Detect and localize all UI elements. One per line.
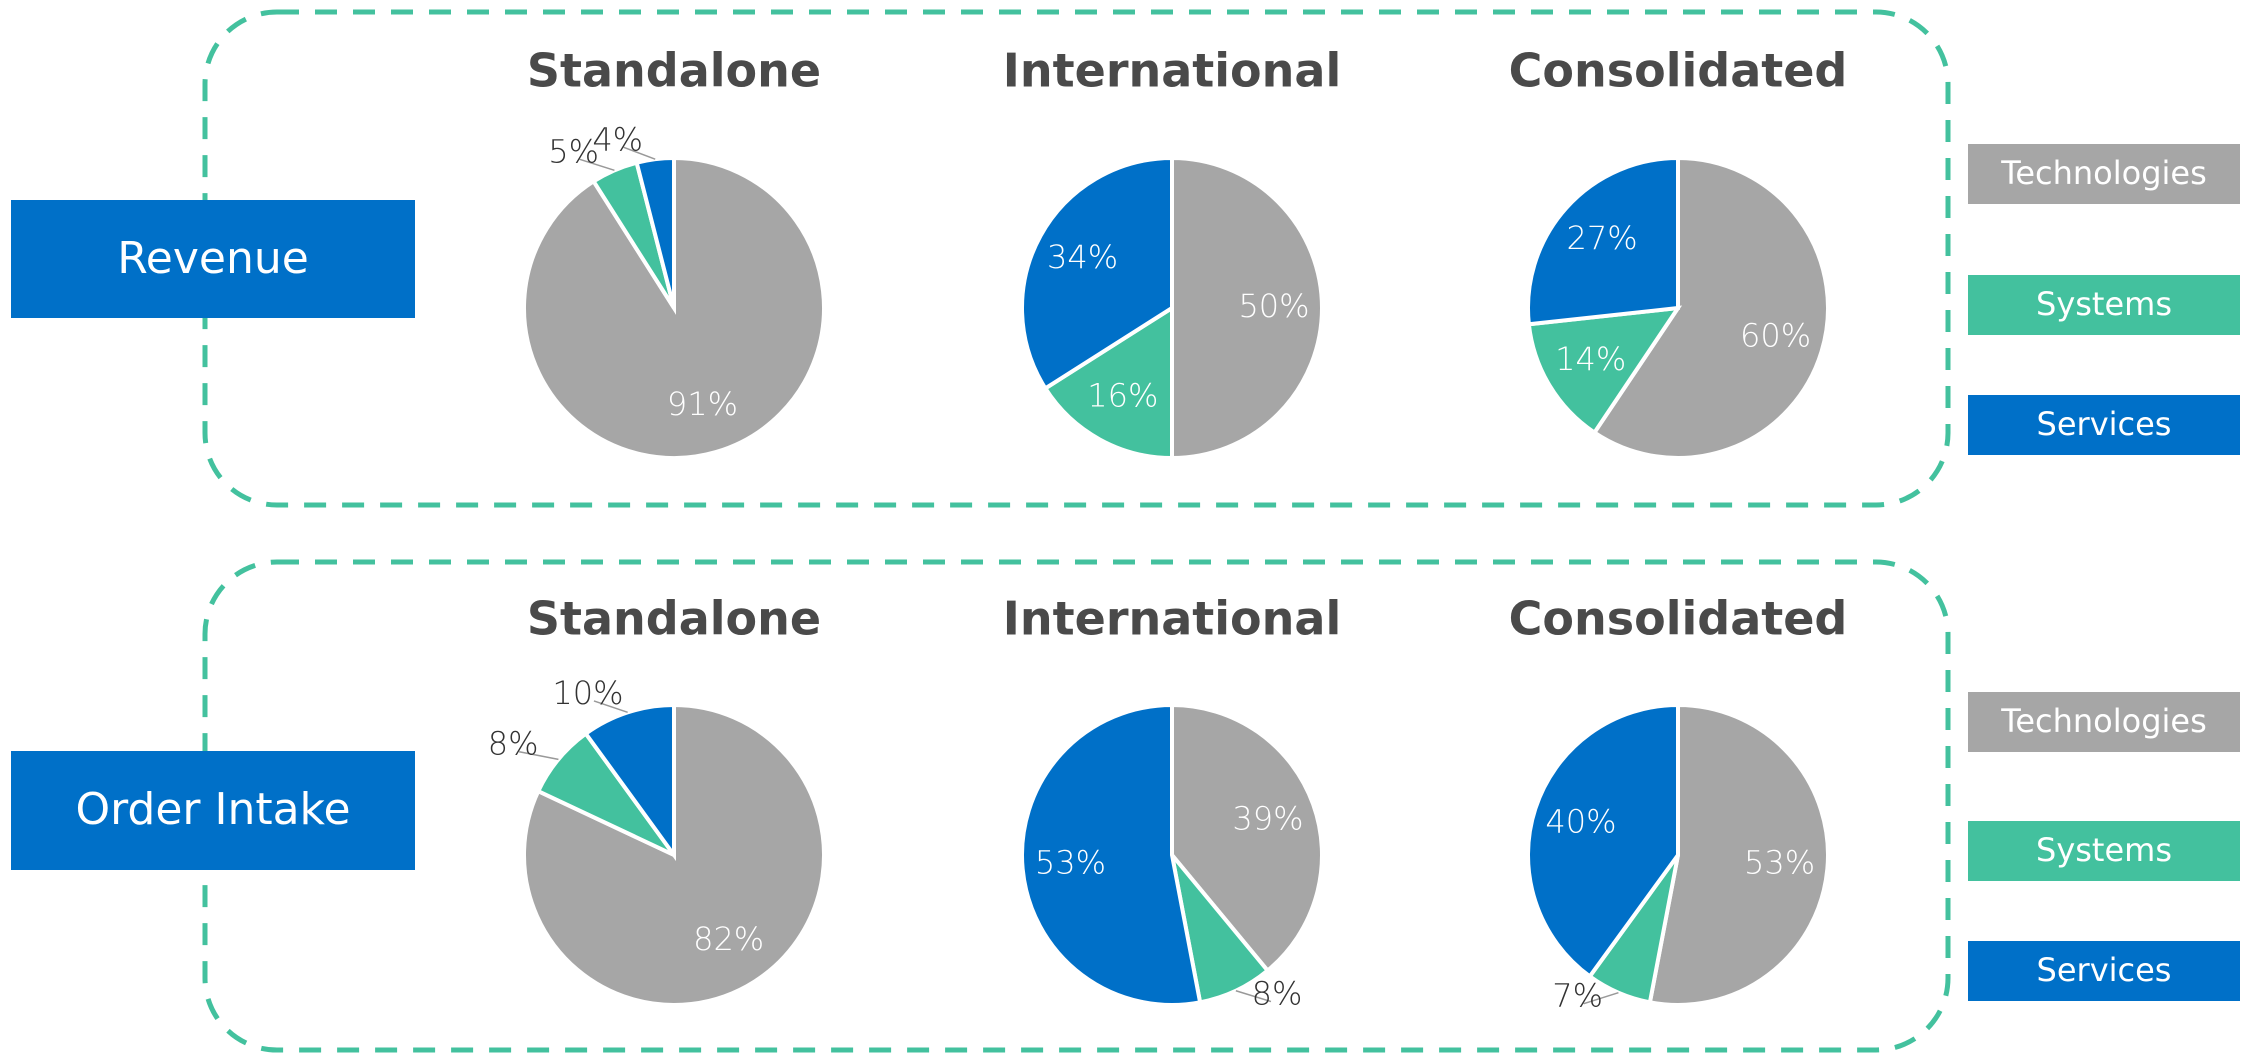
leader-line bbox=[1235, 990, 1272, 1003]
slice-label: 4% bbox=[592, 120, 643, 158]
leader-line bbox=[1583, 991, 1619, 1005]
row-label: Revenue bbox=[117, 233, 309, 284]
leader-line bbox=[519, 751, 559, 761]
pie-slice bbox=[1170, 702, 1324, 974]
slice-label: 8% bbox=[488, 725, 539, 763]
chart-title: International bbox=[1003, 44, 1341, 98]
slice-label: 50% bbox=[1238, 287, 1309, 325]
slice-label: 34% bbox=[1047, 238, 1118, 276]
pie-slice bbox=[1591, 155, 1830, 460]
slice-label: 40% bbox=[1545, 802, 1616, 840]
legend-swatch bbox=[1968, 941, 2240, 1001]
slice-label: 53% bbox=[1744, 844, 1815, 882]
slice-label: 5% bbox=[548, 132, 599, 170]
slice-label: 53% bbox=[1035, 844, 1106, 882]
pie-slice bbox=[1647, 702, 1831, 1007]
legend-swatch bbox=[1968, 692, 2240, 752]
chart-title: Consolidated bbox=[1509, 592, 1848, 646]
pie-slice bbox=[1170, 155, 1324, 461]
legend-label: Systems bbox=[2036, 831, 2172, 869]
leader-line bbox=[593, 700, 628, 714]
slice-label: 91% bbox=[667, 385, 738, 423]
slice-label: 14% bbox=[1555, 340, 1626, 378]
pie-slice bbox=[1526, 305, 1683, 436]
legend-label: Services bbox=[2037, 951, 2172, 989]
pie-slice bbox=[634, 155, 676, 309]
row-label-box bbox=[11, 200, 415, 318]
chart-title: International bbox=[1003, 592, 1341, 646]
slice-label: 39% bbox=[1232, 799, 1303, 837]
pie-slice bbox=[1526, 702, 1680, 980]
slice-label: 27% bbox=[1566, 219, 1637, 257]
legend-swatch bbox=[1968, 821, 2240, 881]
legend-swatch bbox=[1968, 395, 2240, 455]
legend-label: Services bbox=[2037, 405, 2172, 443]
slice-label: 8% bbox=[1252, 975, 1303, 1013]
slice-label: 10% bbox=[552, 674, 623, 712]
pie-slice bbox=[1526, 155, 1680, 327]
chart-title: Standalone bbox=[527, 592, 821, 646]
slice-label: 82% bbox=[693, 920, 764, 958]
slice-label: 7% bbox=[1552, 977, 1603, 1015]
slice-label: 60% bbox=[1740, 317, 1811, 355]
leader-line bbox=[579, 158, 615, 172]
legend-label: Systems bbox=[2036, 285, 2172, 323]
chart-title: Standalone bbox=[527, 44, 821, 98]
legend-label: Technologies bbox=[2000, 702, 2207, 740]
pie-slice bbox=[1019, 702, 1203, 1007]
slice-label: 16% bbox=[1087, 376, 1158, 414]
leader-line bbox=[623, 146, 656, 160]
row-label-box bbox=[11, 751, 415, 870]
chart-title: Consolidated bbox=[1509, 44, 1848, 98]
legend-label: Technologies bbox=[2000, 154, 2207, 192]
row-frame bbox=[202, 559, 1951, 1053]
row-label: Order Intake bbox=[75, 784, 350, 835]
row-frame bbox=[202, 9, 1951, 508]
legend-swatch bbox=[1968, 275, 2240, 335]
pie-slice bbox=[1020, 155, 1174, 392]
pie-slice bbox=[1042, 304, 1174, 461]
legend-swatch bbox=[1968, 144, 2240, 204]
